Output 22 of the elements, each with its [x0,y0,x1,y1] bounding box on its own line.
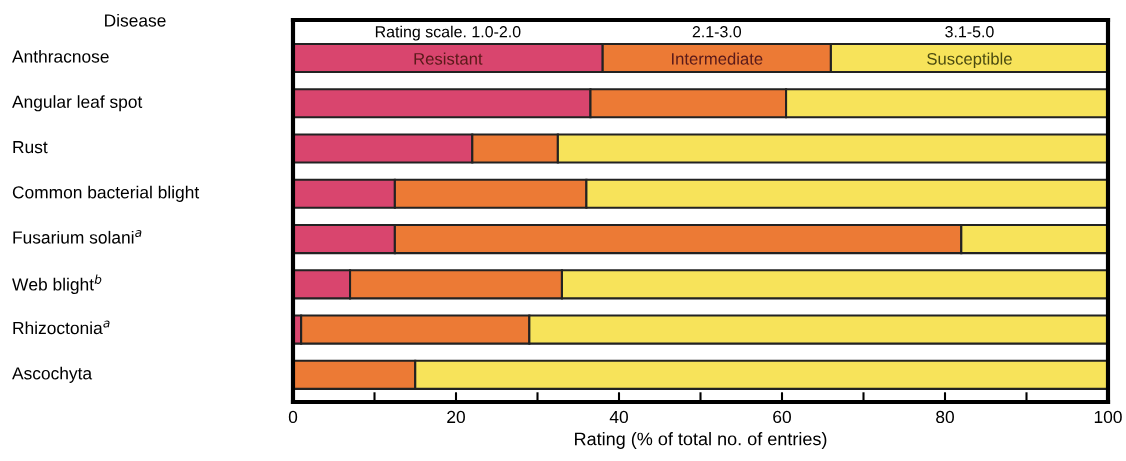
x-tick-label: 40 [609,410,628,424]
x-tick-label: 60 [773,410,791,424]
y-tick-label: Rhizoctonia$^{a}$ [13,320,110,335]
series-label: Intermediate [672,52,763,65]
y-axis-title: Disease [105,13,166,27]
y-tick-label: Ascochyta [12,366,93,383]
y-tick-label: Anthracnose [12,49,109,63]
y-tick-label: Rust [13,141,48,154]
series-label: Susceptible [927,52,1012,69]
x-tick-label: 20 [447,410,465,424]
x-axis-title: Rating (% of total no. of entries) [575,432,827,449]
x-tick-label: 80 [936,410,954,424]
y-tick-label: Fusarium solani$^{a}$ [13,230,142,244]
annotation: 2.1-3.0 [692,26,742,38]
y-tick-label: Angular leaf spot [12,95,143,112]
y-tick-label: Common bacterial blight [12,185,200,202]
x-tick-label: 100 [1094,410,1122,424]
y-tick-label: Web blight$^{b}$ [12,274,102,294]
annotation: Rating scale. 1.0-2.0 [375,25,521,41]
x-tick-label: 0 [288,410,298,424]
series-label: Resistant [414,52,483,65]
annotation: 3.1-5.0 [945,26,994,38]
